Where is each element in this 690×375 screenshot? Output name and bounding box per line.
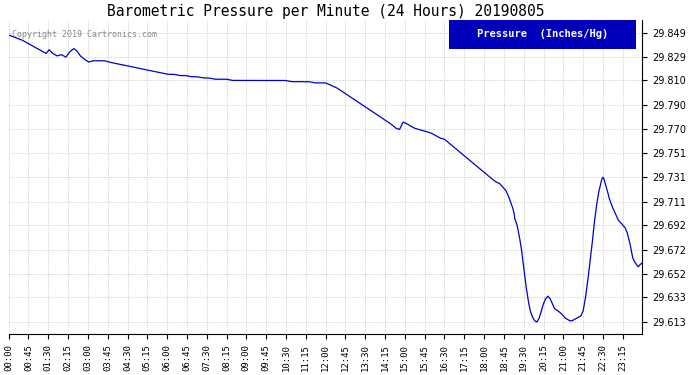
Text: Copyright 2019 Cartronics.com: Copyright 2019 Cartronics.com	[12, 30, 157, 39]
Title: Barometric Pressure per Minute (24 Hours) 20190805: Barometric Pressure per Minute (24 Hours…	[107, 4, 544, 19]
